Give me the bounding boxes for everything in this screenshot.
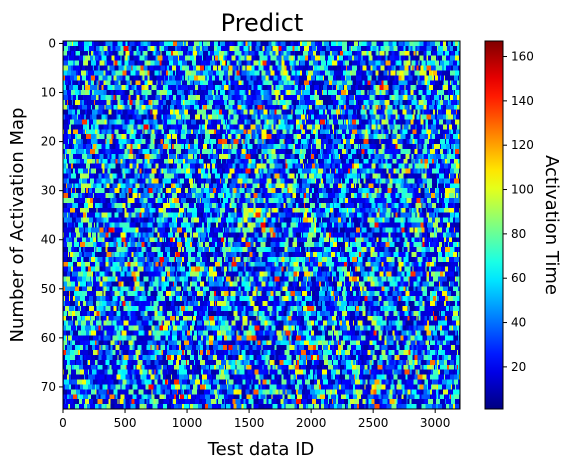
colorbar-tick-label: 160 — [511, 50, 534, 64]
colorbar-tick-label: 140 — [511, 94, 534, 108]
x-tick-label: 1500 — [234, 416, 265, 430]
y-tick-label: 40 — [41, 233, 56, 247]
colorbar-tick-label: 20 — [511, 360, 526, 374]
heatmap-image — [63, 41, 460, 409]
y-tick-label: 70 — [41, 380, 56, 394]
chart-title: Predict — [221, 9, 304, 37]
x-axis-ticks: 0 500 1000 1500 2000 2500 3000 — [59, 409, 450, 430]
y-tick-label: 50 — [41, 282, 56, 296]
x-tick-label: 1000 — [172, 416, 203, 430]
y-axis-label: Number of Activation Map — [7, 108, 28, 343]
colorbar — [484, 40, 504, 410]
x-tick-label: 500 — [114, 416, 137, 430]
x-tick-label: 0 — [59, 416, 67, 430]
colorbar-tick-label: 80 — [511, 227, 526, 241]
colorbar-ticks: 20 40 60 80 100 120 140 160 — [503, 50, 534, 374]
y-tick-label: 10 — [41, 86, 56, 100]
x-tick-label: 2500 — [358, 416, 389, 430]
plot-frame — [62, 40, 461, 410]
y-axis-ticks: 0 10 20 30 40 50 60 70 — [41, 36, 63, 394]
x-tick-label: 2000 — [296, 416, 327, 430]
y-tick-label: 60 — [41, 331, 56, 345]
colorbar-tick-label: 120 — [511, 138, 534, 152]
y-tick-label: 20 — [41, 135, 56, 149]
colorbar-label: Activation Time — [541, 155, 562, 295]
x-axis-label: Test data ID — [207, 439, 315, 460]
y-tick-label: 0 — [48, 36, 56, 50]
x-tick-label: 3000 — [420, 416, 451, 430]
colorbar-tick-label: 40 — [511, 316, 526, 330]
colorbar-tick-label: 60 — [511, 271, 526, 285]
colorbar-tick-label: 100 — [511, 183, 534, 197]
y-tick-label: 30 — [41, 184, 56, 198]
heatmap-cells — [63, 41, 460, 409]
